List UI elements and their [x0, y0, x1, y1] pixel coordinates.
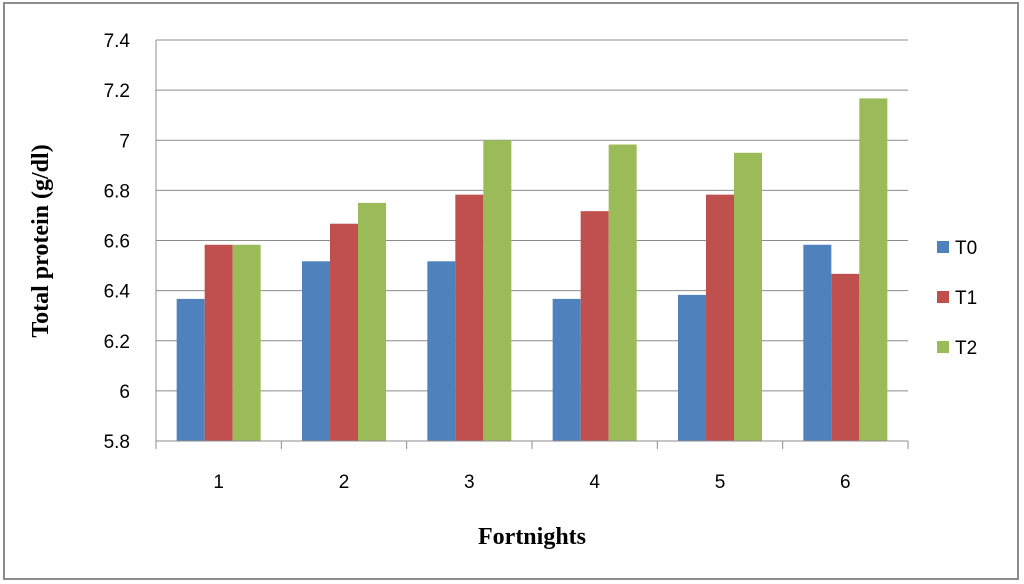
x-tick-label: 1 — [213, 472, 224, 493]
bar-T2-cat-4 — [608, 144, 637, 441]
y-tick-label: 7 — [119, 131, 130, 152]
legend-swatch-T1 — [937, 291, 949, 303]
bar-T0-cat-2 — [302, 261, 330, 441]
bar-T0-cat-6 — [803, 244, 832, 441]
y-tick-label: 5.8 — [104, 432, 130, 453]
bar-T1-cat-2 — [330, 223, 358, 441]
y-tick-label: 7.2 — [104, 81, 130, 102]
legend-label-T2: T2 — [955, 338, 977, 359]
x-tick-label: 6 — [840, 472, 851, 493]
y-tick-label: 6.8 — [104, 181, 130, 202]
y-tick-label: 6.2 — [104, 332, 130, 353]
bars — [176, 98, 888, 441]
bar-T2-cat-3 — [483, 140, 512, 441]
y-tick-label: 6.4 — [104, 282, 131, 303]
gridlines — [156, 39, 908, 392]
bar-T0-cat-5 — [678, 294, 706, 441]
bar-T2-cat-5 — [734, 152, 762, 441]
y-tick-label: 6 — [119, 382, 130, 403]
bar-T1-cat-5 — [706, 194, 734, 441]
axes — [155, 40, 909, 449]
bar-T0-cat-4 — [552, 298, 581, 441]
bar-T2-cat-6 — [859, 98, 888, 441]
bar-T1-cat-3 — [455, 194, 484, 441]
x-tick-label: 4 — [589, 472, 600, 493]
y-tick-label: 7.4 — [104, 31, 131, 52]
y-tick-labels: 5.8 6 6.2 6.4 6.6 6.8 7 7.2 7.4 — [104, 31, 131, 453]
bar-T2-cat-1 — [232, 244, 261, 441]
legend: T0 T1 T2 — [937, 238, 977, 359]
legend-label-T1: T1 — [955, 288, 977, 309]
x-tick-labels: 1 2 3 4 5 6 — [213, 472, 850, 493]
legend-label-T0: T0 — [955, 238, 977, 259]
bar-T0-cat-1 — [176, 298, 205, 441]
bar-T2-cat-2 — [358, 202, 386, 441]
bar-T1-cat-4 — [580, 211, 609, 441]
legend-swatch-T0 — [937, 241, 949, 253]
y-axis-title: Total protein (g/dl) — [28, 144, 54, 337]
x-tick-label: 5 — [715, 472, 726, 493]
x-tick-label: 3 — [464, 472, 475, 493]
x-tick-label: 2 — [339, 472, 350, 493]
bar-T0-cat-3 — [427, 261, 456, 441]
bar-T1-cat-6 — [831, 273, 860, 441]
bar-T1-cat-1 — [204, 244, 233, 441]
y-tick-label: 6.6 — [104, 232, 130, 253]
x-axis-title: Fortnights — [478, 524, 586, 550]
legend-swatch-T2 — [937, 341, 949, 353]
